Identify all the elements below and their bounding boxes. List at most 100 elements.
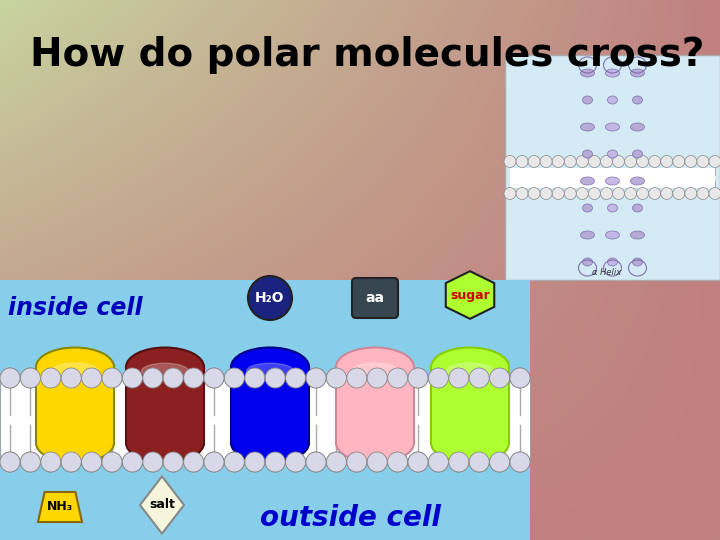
Circle shape <box>20 452 40 472</box>
Circle shape <box>685 156 697 167</box>
Text: NH₃: NH₃ <box>47 501 73 514</box>
Ellipse shape <box>126 423 204 462</box>
Circle shape <box>225 368 244 388</box>
Circle shape <box>163 368 183 388</box>
Circle shape <box>184 368 204 388</box>
Bar <box>127 367 203 443</box>
Circle shape <box>576 156 588 167</box>
Ellipse shape <box>632 204 642 212</box>
Circle shape <box>649 156 661 167</box>
Circle shape <box>428 452 449 472</box>
Circle shape <box>41 452 60 472</box>
Circle shape <box>143 368 163 388</box>
Text: aa: aa <box>366 291 384 305</box>
Circle shape <box>122 452 143 472</box>
Ellipse shape <box>631 231 644 239</box>
Circle shape <box>552 187 564 199</box>
Circle shape <box>245 452 265 472</box>
Circle shape <box>490 452 510 472</box>
Ellipse shape <box>446 363 493 379</box>
Circle shape <box>184 452 204 472</box>
Text: How do polar molecules cross?: How do polar molecules cross? <box>30 36 704 74</box>
Circle shape <box>81 452 102 472</box>
Circle shape <box>624 187 636 199</box>
Ellipse shape <box>580 177 595 185</box>
Ellipse shape <box>336 348 414 387</box>
Circle shape <box>387 368 408 388</box>
Circle shape <box>61 368 81 388</box>
Circle shape <box>122 452 143 472</box>
Ellipse shape <box>431 348 509 387</box>
Text: outside cell: outside cell <box>260 504 441 532</box>
Ellipse shape <box>608 96 618 104</box>
Circle shape <box>469 368 489 388</box>
Ellipse shape <box>608 150 618 158</box>
Circle shape <box>306 368 326 388</box>
Circle shape <box>265 452 285 472</box>
Circle shape <box>41 368 60 388</box>
Circle shape <box>0 452 20 472</box>
Bar <box>337 367 413 443</box>
Ellipse shape <box>52 363 99 379</box>
Ellipse shape <box>632 258 642 266</box>
Ellipse shape <box>580 231 595 239</box>
Circle shape <box>225 452 244 472</box>
Circle shape <box>326 452 346 472</box>
Ellipse shape <box>351 363 398 379</box>
Circle shape <box>649 187 661 199</box>
Bar <box>336 367 414 443</box>
Circle shape <box>41 368 60 388</box>
Circle shape <box>163 452 183 472</box>
Circle shape <box>61 368 81 388</box>
Circle shape <box>20 368 40 388</box>
Circle shape <box>204 452 224 472</box>
Circle shape <box>225 452 244 472</box>
Ellipse shape <box>126 348 204 387</box>
Circle shape <box>122 368 143 388</box>
Circle shape <box>510 452 530 472</box>
Circle shape <box>428 368 449 388</box>
Circle shape <box>449 368 469 388</box>
Polygon shape <box>446 271 494 319</box>
Circle shape <box>286 452 305 472</box>
Circle shape <box>20 452 40 472</box>
Circle shape <box>510 452 530 472</box>
Ellipse shape <box>582 96 593 104</box>
Circle shape <box>504 156 516 167</box>
Circle shape <box>510 368 530 388</box>
Circle shape <box>709 156 720 167</box>
Circle shape <box>81 368 102 388</box>
Circle shape <box>697 156 709 167</box>
Circle shape <box>408 452 428 472</box>
Circle shape <box>387 452 408 472</box>
Text: α Helix: α Helix <box>593 268 622 277</box>
Circle shape <box>449 452 469 472</box>
Circle shape <box>102 368 122 388</box>
Circle shape <box>613 156 624 167</box>
Circle shape <box>41 452 60 472</box>
Circle shape <box>588 156 600 167</box>
Bar <box>432 367 508 443</box>
Text: inside cell: inside cell <box>8 296 143 320</box>
Circle shape <box>709 187 720 199</box>
Bar <box>431 367 509 443</box>
Circle shape <box>367 452 387 472</box>
Circle shape <box>672 187 685 199</box>
Circle shape <box>245 368 265 388</box>
Circle shape <box>613 187 624 199</box>
Circle shape <box>540 156 552 167</box>
Circle shape <box>184 452 204 472</box>
FancyBboxPatch shape <box>352 278 398 318</box>
Circle shape <box>469 452 489 472</box>
Circle shape <box>102 368 122 388</box>
Circle shape <box>367 452 387 472</box>
Circle shape <box>61 452 81 472</box>
Circle shape <box>490 368 510 388</box>
Circle shape <box>510 368 530 388</box>
Circle shape <box>81 452 102 472</box>
Ellipse shape <box>631 123 644 131</box>
Circle shape <box>81 368 102 388</box>
Circle shape <box>697 187 709 199</box>
Circle shape <box>408 368 428 388</box>
Ellipse shape <box>580 123 595 131</box>
